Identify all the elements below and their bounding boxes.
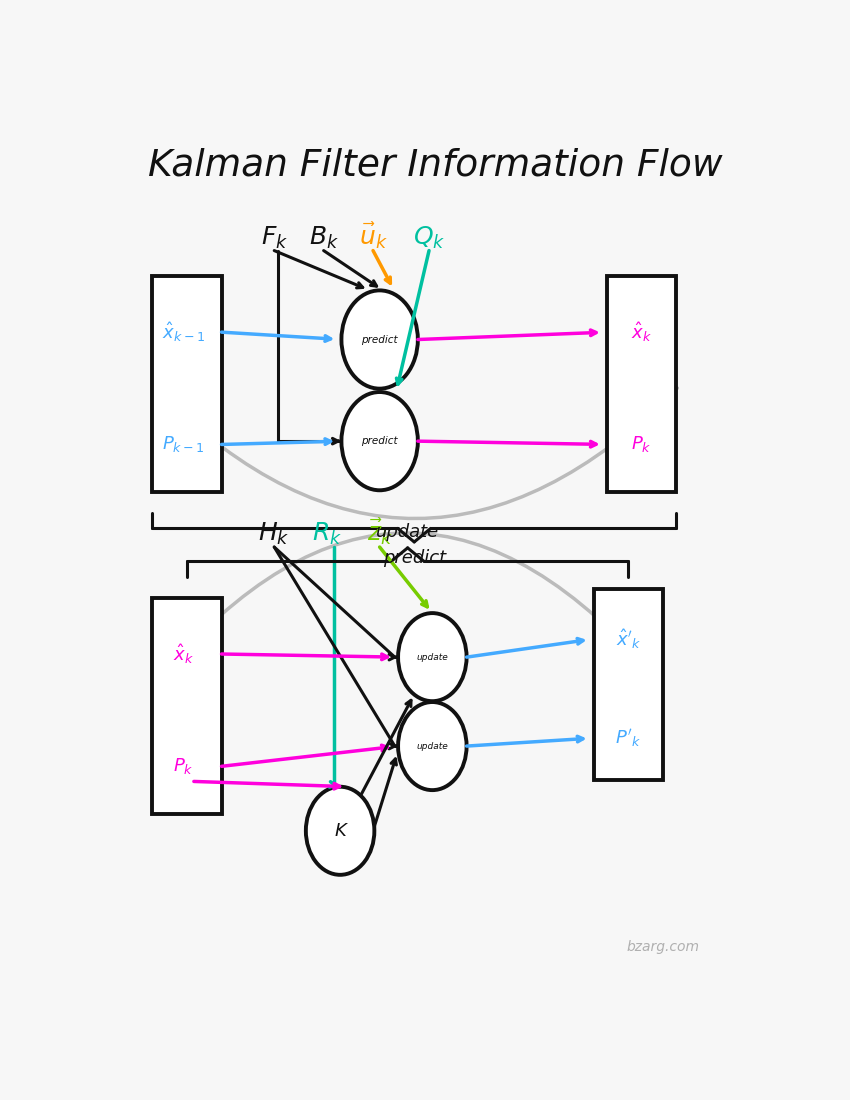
Text: $\hat{x}_{k-1}$: $\hat{x}_{k-1}$ <box>162 320 205 344</box>
Text: K: K <box>334 822 346 839</box>
Circle shape <box>306 786 374 875</box>
Text: Kalman Filter Information Flow: Kalman Filter Information Flow <box>149 147 722 184</box>
Text: $P'_{k}$: $P'_{k}$ <box>615 727 641 749</box>
Text: $F_k$: $F_k$ <box>261 224 288 251</box>
Text: predict: predict <box>361 334 398 344</box>
Circle shape <box>398 702 467 790</box>
Text: update: update <box>376 524 439 541</box>
Text: update: update <box>416 652 448 661</box>
Text: $B_k$: $B_k$ <box>309 224 338 251</box>
Circle shape <box>342 392 418 491</box>
FancyBboxPatch shape <box>607 276 676 492</box>
Text: $P_{k-1}$: $P_{k-1}$ <box>162 434 205 454</box>
Text: $\hat{x}_{k}$: $\hat{x}_{k}$ <box>631 320 652 344</box>
Text: $P_{k}$: $P_{k}$ <box>632 434 652 454</box>
Text: $\hat{x}'_{k}$: $\hat{x}'_{k}$ <box>615 627 641 651</box>
Text: $H_k$: $H_k$ <box>258 520 290 547</box>
Text: predict: predict <box>361 437 398 447</box>
FancyArrowPatch shape <box>157 388 677 518</box>
Text: $Q_k$: $Q_k$ <box>413 224 445 251</box>
Text: $\vec{u}_k$: $\vec{u}_k$ <box>359 220 388 251</box>
Text: $\hat{x}_{k}$: $\hat{x}_{k}$ <box>173 642 194 666</box>
FancyArrowPatch shape <box>156 532 661 684</box>
Circle shape <box>342 290 418 388</box>
Text: $R_k$: $R_k$ <box>312 520 342 547</box>
Text: $\vec{z}_k$: $\vec{z}_k$ <box>366 517 393 547</box>
FancyBboxPatch shape <box>152 598 222 814</box>
Text: update: update <box>416 741 448 750</box>
Text: predict: predict <box>382 549 445 566</box>
FancyBboxPatch shape <box>593 590 663 780</box>
FancyBboxPatch shape <box>152 276 222 492</box>
Text: bzarg.com: bzarg.com <box>626 939 699 954</box>
Circle shape <box>398 613 467 701</box>
Text: $P_{k}$: $P_{k}$ <box>173 757 194 777</box>
